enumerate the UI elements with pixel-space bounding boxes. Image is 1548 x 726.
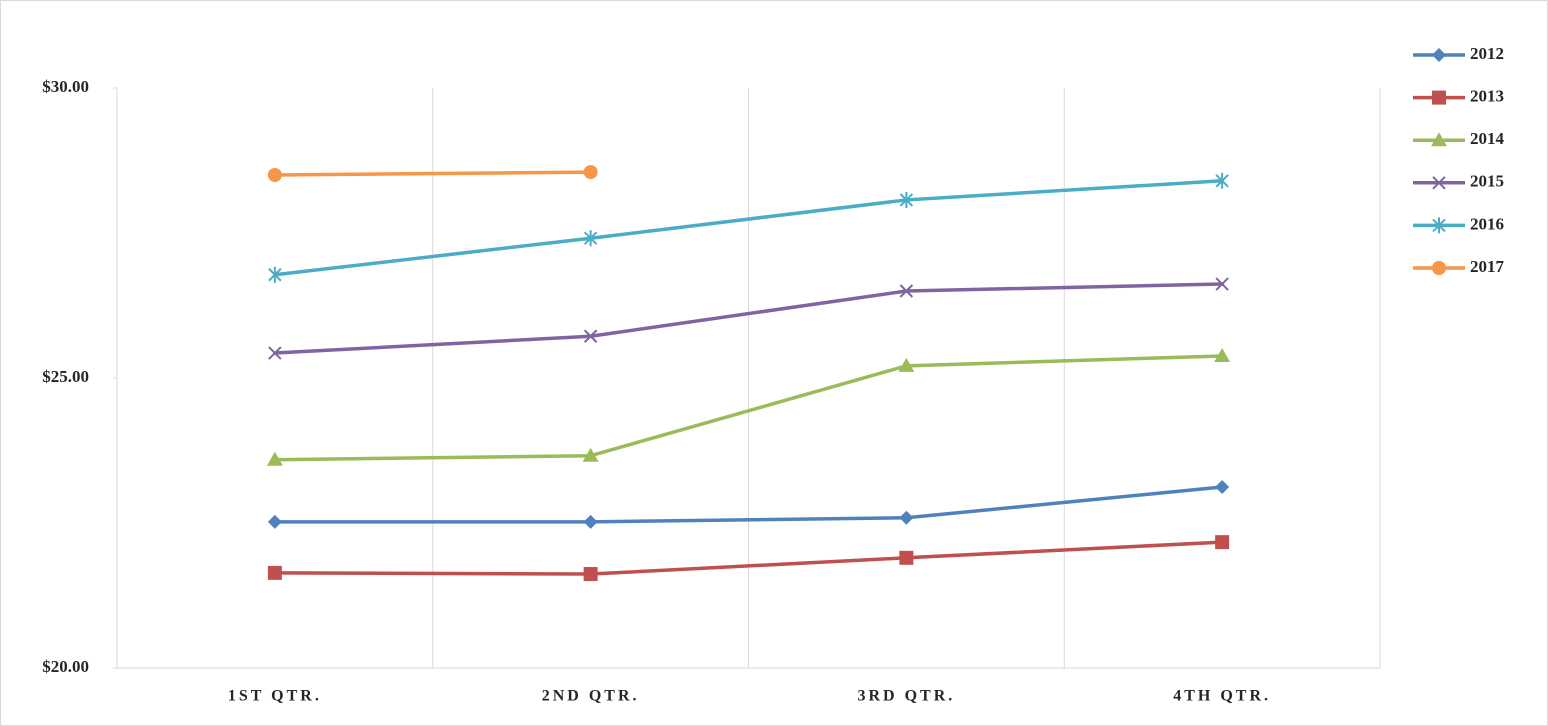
legend-label: 2012 <box>1470 44 1504 63</box>
marker <box>583 567 598 582</box>
marker <box>1214 347 1231 362</box>
series-line <box>273 354 1224 462</box>
marker <box>898 357 915 372</box>
y-tick-label: $25.00 <box>42 367 89 386</box>
marker <box>267 514 282 529</box>
marker <box>582 447 599 462</box>
marker <box>583 514 598 529</box>
marker <box>583 165 598 180</box>
series-line <box>273 179 1224 277</box>
x-tick-label: 1ST QTR. <box>228 688 322 705</box>
marker <box>268 266 282 283</box>
marker <box>268 346 282 360</box>
marker <box>899 191 914 208</box>
y-tick-label: $20.00 <box>42 657 89 676</box>
marker <box>1431 132 1447 147</box>
marker <box>266 451 283 466</box>
legend-label: 2014 <box>1470 129 1505 148</box>
legend-label: 2013 <box>1470 87 1504 106</box>
marker <box>1215 172 1229 189</box>
legend-label: 2015 <box>1470 172 1504 191</box>
marker <box>1432 48 1446 62</box>
legend-label: 2017 <box>1470 257 1505 276</box>
marker <box>583 230 598 247</box>
series-line <box>273 170 593 177</box>
y-tick-label: $30.00 <box>42 77 89 96</box>
marker <box>583 329 598 343</box>
legend-label: 2016 <box>1470 214 1504 233</box>
marker <box>267 565 282 580</box>
marker <box>1432 176 1446 190</box>
marker <box>1215 277 1229 291</box>
marker <box>1432 90 1446 105</box>
marker <box>899 550 914 565</box>
x-tick-label: 2ND QTR. <box>542 688 640 705</box>
marker <box>1432 261 1446 275</box>
marker <box>899 284 914 298</box>
x-tick-label: 3RD QTR. <box>857 688 955 705</box>
marker <box>1215 480 1230 495</box>
marker <box>1215 535 1230 550</box>
series-line <box>273 282 1224 355</box>
series-line <box>273 485 1224 524</box>
marker <box>1432 217 1446 234</box>
x-tick-label: 4TH QTR. <box>1173 688 1271 705</box>
marker <box>267 168 282 182</box>
marker <box>899 510 914 525</box>
series-line <box>273 540 1224 576</box>
